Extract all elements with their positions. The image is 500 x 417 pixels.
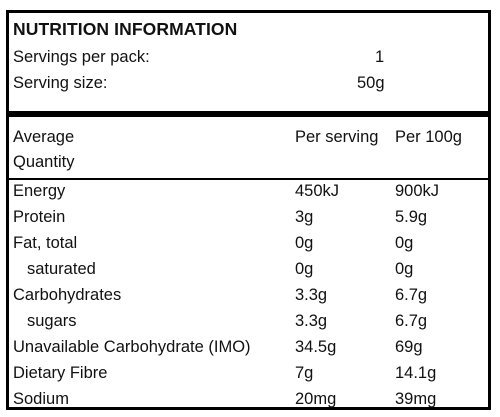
table-row: Energy 450kJ 900kJ (9, 181, 488, 207)
per-100g-value: 39mg (395, 390, 437, 408)
nutrient-name: Fat, total (13, 234, 78, 252)
table-row: Fat, total 0g 0g (9, 233, 488, 259)
per-serving-value: 0g (295, 260, 314, 278)
per-serving-value: 34.5g (295, 338, 337, 356)
nutrient-name: saturated (27, 260, 96, 278)
per-serving-value: 3g (295, 208, 314, 226)
header-quantity-line2: Quantity (13, 153, 75, 171)
per-100g-value: 5.9g (395, 208, 428, 226)
nutrition-panel: NUTRITION INFORMATION Servings per pack:… (6, 10, 491, 410)
per-serving-value: 7g (295, 364, 314, 382)
per-serving-value: 20mg (295, 390, 337, 408)
serving-size-value: 50g (357, 74, 385, 92)
servings-per-pack-label: Servings per pack: (13, 48, 150, 66)
nutrient-name: Energy (13, 182, 66, 200)
per-100g-value: 0g (395, 260, 414, 278)
nutrient-name: Protein (13, 208, 66, 226)
per-serving-value: 3.3g (295, 286, 328, 304)
per-serving-value: 450kJ (295, 182, 340, 200)
per-serving-value: 0g (295, 234, 314, 252)
nutrient-name: Carbohydrates (13, 286, 122, 304)
per-100g-value: 6.7g (395, 286, 428, 304)
table-row: sugars 3.3g 6.7g (9, 311, 488, 337)
header-divider (9, 178, 488, 180)
table-row: Sodium 20mg 39mg (9, 389, 488, 415)
nutrient-name: sugars (27, 312, 77, 330)
table-row: Protein 3g 5.9g (9, 207, 488, 233)
nutrient-name: Unavailable Carbohydrate (IMO) (13, 338, 251, 356)
header-per-serving: Per serving (295, 128, 379, 146)
serving-size-label: Serving size: (13, 74, 108, 92)
nutrient-name: Sodium (13, 390, 69, 408)
per-100g-value: 6.7g (395, 312, 428, 330)
per-serving-value: 3.3g (295, 312, 328, 330)
per-100g-value: 69g (395, 338, 423, 356)
table-row: Dietary Fibre 7g 14.1g (9, 363, 488, 389)
header-per-100g: Per 100g (395, 128, 462, 146)
nutrient-name: Dietary Fibre (13, 364, 108, 382)
table-row: Unavailable Carbohydrate (IMO) 34.5g 69g (9, 337, 488, 363)
table-row: Carbohydrates 3.3g 6.7g (9, 285, 488, 311)
per-100g-value: 0g (395, 234, 414, 252)
section-divider-thick (9, 111, 488, 117)
servings-per-pack-value: 1 (375, 48, 385, 66)
header-quantity-line1: Average (13, 128, 75, 146)
per-100g-value: 14.1g (395, 364, 437, 382)
panel-title: NUTRITION INFORMATION (13, 19, 238, 39)
per-100g-value: 900kJ (395, 182, 440, 200)
table-row: saturated 0g 0g (9, 259, 488, 285)
